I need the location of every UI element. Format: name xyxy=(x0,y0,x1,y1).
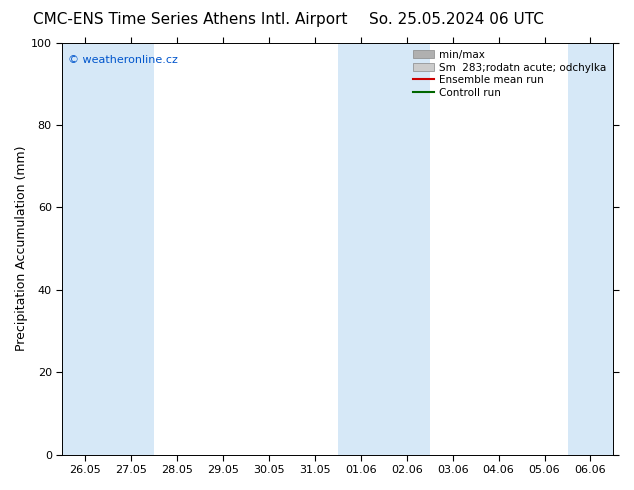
Bar xyxy=(384,43,430,455)
Text: So. 25.05.2024 06 UTC: So. 25.05.2024 06 UTC xyxy=(369,12,544,27)
Bar xyxy=(62,43,108,455)
Y-axis label: Precipitation Accumulation (mm): Precipitation Accumulation (mm) xyxy=(15,146,28,351)
Text: © weatheronline.cz: © weatheronline.cz xyxy=(68,55,178,65)
Legend: min/max, Sm  283;rodatn acute; odchylka, Ensemble mean run, Controll run: min/max, Sm 283;rodatn acute; odchylka, … xyxy=(411,48,608,100)
Bar xyxy=(108,43,154,455)
Bar xyxy=(567,43,614,455)
Text: CMC-ENS Time Series Athens Intl. Airport: CMC-ENS Time Series Athens Intl. Airport xyxy=(33,12,347,27)
Bar xyxy=(338,43,384,455)
